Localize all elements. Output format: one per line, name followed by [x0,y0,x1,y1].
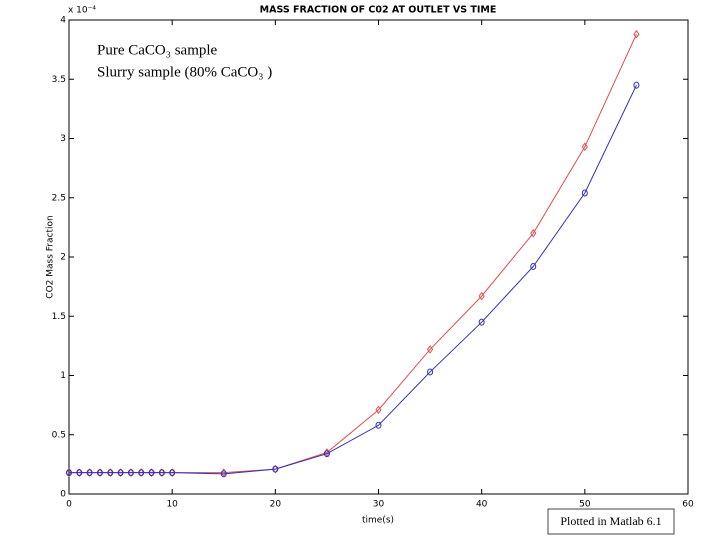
y-tick-label: 2.5 [52,193,66,203]
marker [138,468,145,478]
marker [633,29,640,39]
series-line [69,84,637,475]
marker [478,291,485,301]
marker [127,469,134,477]
marker [272,465,279,473]
legend-entry: Slurry sample (80% CaCO₃ ) [97,64,272,80]
marker [478,318,485,326]
y-tick-label: 3.5 [52,75,66,85]
marker [581,142,588,152]
marker [427,368,434,376]
marker [220,470,227,478]
marker [633,81,640,89]
legend-entry: Pure CaCO₃ sample [97,42,218,58]
marker [375,405,382,415]
y-tick-label: 4 [60,16,66,26]
chart-title: MASS FRACTION OF C02 AT OUTLET VS TIME [260,5,497,16]
axes-box [68,19,689,495]
marker [581,189,588,197]
marker [138,469,145,477]
marker [66,469,72,477]
marker [272,464,279,474]
x-axis-label: time(s) [362,516,394,526]
y-axis-label: CO2 Mass Fraction [46,215,56,298]
x-tick-label: 0 [66,500,72,510]
marker [158,469,165,477]
x-tick-label: 50 [579,500,591,510]
marker [107,468,114,478]
marker [530,262,537,270]
marker [86,469,93,477]
y-multiplier: x 10⁻⁴ [68,6,96,16]
marker [375,421,382,429]
y-tick-label: 0 [60,490,66,500]
marker [117,468,124,478]
marker [148,469,155,477]
y-tick-label: 3 [60,134,66,144]
marker [76,468,83,478]
y-tick-label: 1.5 [52,312,66,322]
marker [107,469,114,477]
x-tick-label: 10 [166,500,178,510]
x-tick-label: 60 [682,500,694,510]
marker [426,345,434,354]
marker [117,469,124,477]
marker [86,468,93,478]
marker [169,469,176,477]
note: Plotted in Matlab 6.1 [560,514,661,528]
marker [530,228,537,238]
marker [148,468,155,478]
marker [169,468,176,478]
marker [96,469,103,477]
marker [323,450,330,458]
y-tick-label: 0.5 [52,430,66,440]
note-box [547,508,675,535]
y-tick-label: 2 [60,253,66,263]
x-tick-label: 20 [270,500,282,510]
y-tick-label: 1 [60,371,66,381]
x-tick-label: 30 [373,500,385,510]
marker [76,469,83,477]
x-tick-label: 40 [476,500,488,510]
